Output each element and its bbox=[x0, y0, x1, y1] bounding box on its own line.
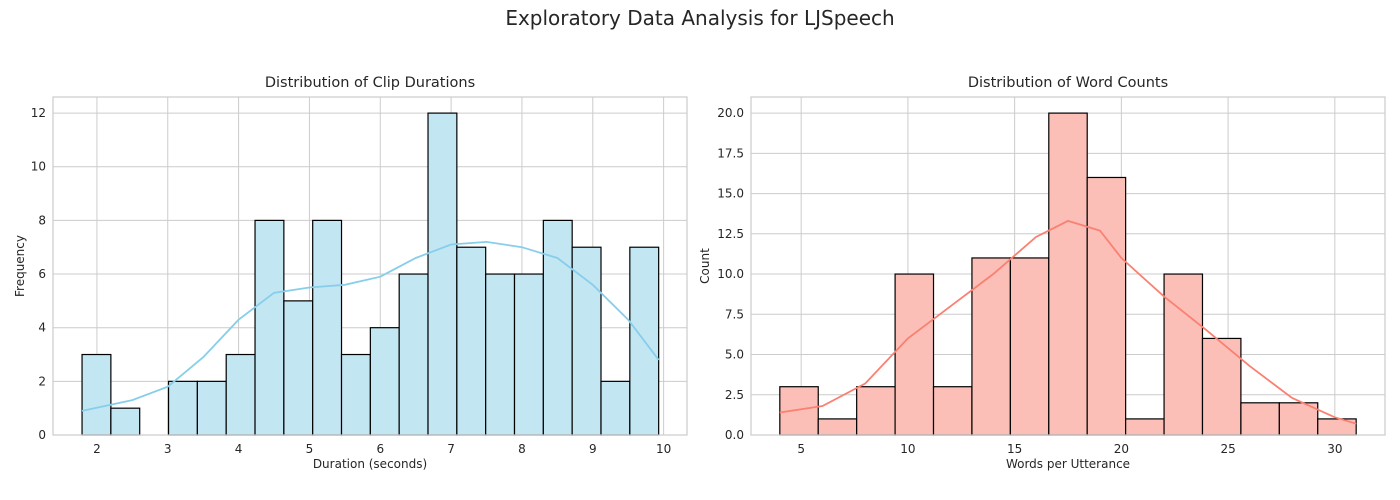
subplot-1: 2 3 4 5 6 7 8 9 10 0 2 4 6 8 10 12 Distribution of Clip … bbox=[13, 75, 688, 471]
y-tick-label: 5.0 bbox=[725, 348, 744, 362]
x-axis-label: Words per Utterance bbox=[1006, 457, 1130, 471]
kde-line bbox=[779, 219, 1357, 425]
y-tick-label: 2.5 bbox=[725, 388, 744, 402]
axes-frame bbox=[52, 96, 688, 436]
histogram-bar bbox=[427, 112, 458, 436]
y-tick-label: 17.5 bbox=[717, 146, 744, 160]
histogram-bar bbox=[110, 407, 141, 436]
histogram-bar bbox=[542, 219, 573, 436]
x-tick-label: 10 bbox=[900, 442, 915, 456]
histogram-bar bbox=[456, 246, 487, 436]
y-tick-label: 2 bbox=[38, 374, 46, 388]
y-tick-label: 4 bbox=[38, 321, 46, 335]
x-tick-label: 3 bbox=[164, 442, 172, 456]
y-axis-label: Count bbox=[698, 248, 712, 284]
x-tick-label: 25 bbox=[1220, 442, 1235, 456]
y-tick-label: 12 bbox=[31, 106, 46, 120]
histogram-bar bbox=[894, 273, 935, 436]
x-tick-label: 20 bbox=[1114, 442, 1129, 456]
histogram-bar bbox=[600, 380, 631, 436]
x-tick-label: 7 bbox=[447, 442, 455, 456]
histogram-bar bbox=[513, 273, 544, 436]
x-axis-label: Duration (seconds) bbox=[313, 457, 427, 471]
histogram-bar bbox=[283, 300, 314, 436]
x-tick-label: 8 bbox=[518, 442, 526, 456]
histogram-bar bbox=[398, 273, 429, 436]
histogram-bar bbox=[1163, 273, 1204, 436]
kde-line bbox=[81, 240, 660, 412]
x-tick-label: 9 bbox=[589, 442, 597, 456]
histogram-bar bbox=[225, 353, 256, 436]
histogram-bar bbox=[340, 353, 371, 436]
histogram-bar bbox=[369, 327, 400, 436]
y-tick-label: 20.0 bbox=[717, 106, 744, 120]
y-tick-label: 7.5 bbox=[725, 307, 744, 321]
histogram-bar bbox=[254, 219, 285, 436]
x-tick-label: 15 bbox=[1007, 442, 1022, 456]
histogram-bar bbox=[312, 219, 343, 436]
x-tick-label: 5 bbox=[797, 442, 805, 456]
histogram-bar bbox=[1086, 176, 1127, 436]
histogram-bar bbox=[1125, 418, 1165, 436]
histogram-bar bbox=[817, 418, 858, 436]
histogram-bar bbox=[1240, 402, 1280, 436]
subplot-title: Distribution of Word Counts bbox=[968, 75, 1168, 91]
histogram-bar bbox=[485, 273, 516, 436]
axes-frame bbox=[750, 96, 1386, 436]
histogram-bar bbox=[932, 386, 973, 436]
x-tick-label: 4 bbox=[235, 442, 243, 456]
histogram-bar bbox=[571, 246, 602, 436]
histogram-bar bbox=[1009, 257, 1050, 436]
histogram-bar bbox=[856, 386, 896, 436]
y-tick-label: 12.5 bbox=[717, 227, 744, 241]
x-tick-label: 6 bbox=[376, 442, 384, 456]
histogram-bar bbox=[1048, 112, 1088, 436]
histogram-bar bbox=[167, 380, 198, 436]
histogram-bar bbox=[196, 380, 227, 436]
x-tick-label: 10 bbox=[656, 442, 671, 456]
y-axis-label: Frequency bbox=[13, 235, 27, 297]
subplot-title: Distribution of Clip Durations bbox=[265, 75, 475, 91]
x-tick-label: 30 bbox=[1327, 442, 1342, 456]
y-tick-label: 8 bbox=[38, 213, 46, 227]
x-tick-label: 5 bbox=[306, 442, 314, 456]
subplot-2: 5 10 15 20 25 30 0.0 2.5 5.0 7.5 10.0 12.5 15.0 17.5 2… bbox=[698, 75, 1386, 471]
y-tick-label: 6 bbox=[38, 267, 46, 281]
figure-title: Exploratory Data Analysis for LJSpeech bbox=[505, 6, 895, 30]
y-tick-label: 10.0 bbox=[717, 267, 744, 281]
y-tick-label: 0.0 bbox=[725, 428, 744, 442]
histogram-bar bbox=[81, 353, 112, 436]
y-tick-label: 15.0 bbox=[717, 187, 744, 201]
x-tick-label: 2 bbox=[93, 442, 101, 456]
y-tick-label: 0 bbox=[38, 428, 46, 442]
y-tick-label: 10 bbox=[31, 160, 46, 174]
histogram-bar bbox=[971, 257, 1011, 436]
